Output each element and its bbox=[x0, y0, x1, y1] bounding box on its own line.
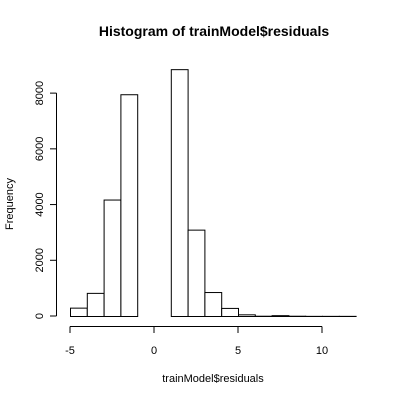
x-tick-label-0: -5 bbox=[65, 345, 75, 357]
histogram-bar-7 bbox=[187, 229, 206, 317]
histogram-bar-0 bbox=[70, 307, 88, 317]
histogram-bar-12 bbox=[271, 315, 290, 318]
histogram-bar-6 bbox=[170, 69, 189, 317]
y-tick-label-0: 0 bbox=[34, 313, 46, 319]
histogram-bar-1 bbox=[86, 292, 105, 317]
y-tick-label-1: 2000 bbox=[34, 248, 46, 272]
x-axis: -5 0 5 10 bbox=[65, 326, 328, 357]
x-axis-label: trainModel$residuals bbox=[162, 373, 264, 385]
chart-title: Histogram of trainModel$residuals bbox=[99, 23, 329, 39]
histogram-bar-10 bbox=[238, 314, 256, 317]
histogram-bar-3 bbox=[120, 94, 139, 317]
y-axis-label: Frequency bbox=[4, 178, 16, 230]
histogram-bar-9 bbox=[221, 307, 239, 317]
y-tick-label-3: 6000 bbox=[34, 137, 46, 161]
x-tick-label-2: 5 bbox=[235, 345, 241, 357]
x-tick-label-3: 10 bbox=[316, 345, 328, 357]
histogram-bar-8 bbox=[204, 292, 223, 318]
y-tick-label-2: 4000 bbox=[34, 192, 46, 216]
x-tick-label-1: 0 bbox=[151, 345, 157, 357]
y-axis: 0 2000 4000 6000 8000 bbox=[34, 81, 57, 319]
histogram-bar-2 bbox=[103, 199, 122, 317]
bars-group bbox=[70, 69, 357, 318]
y-tick-label-4: 8000 bbox=[34, 81, 46, 105]
